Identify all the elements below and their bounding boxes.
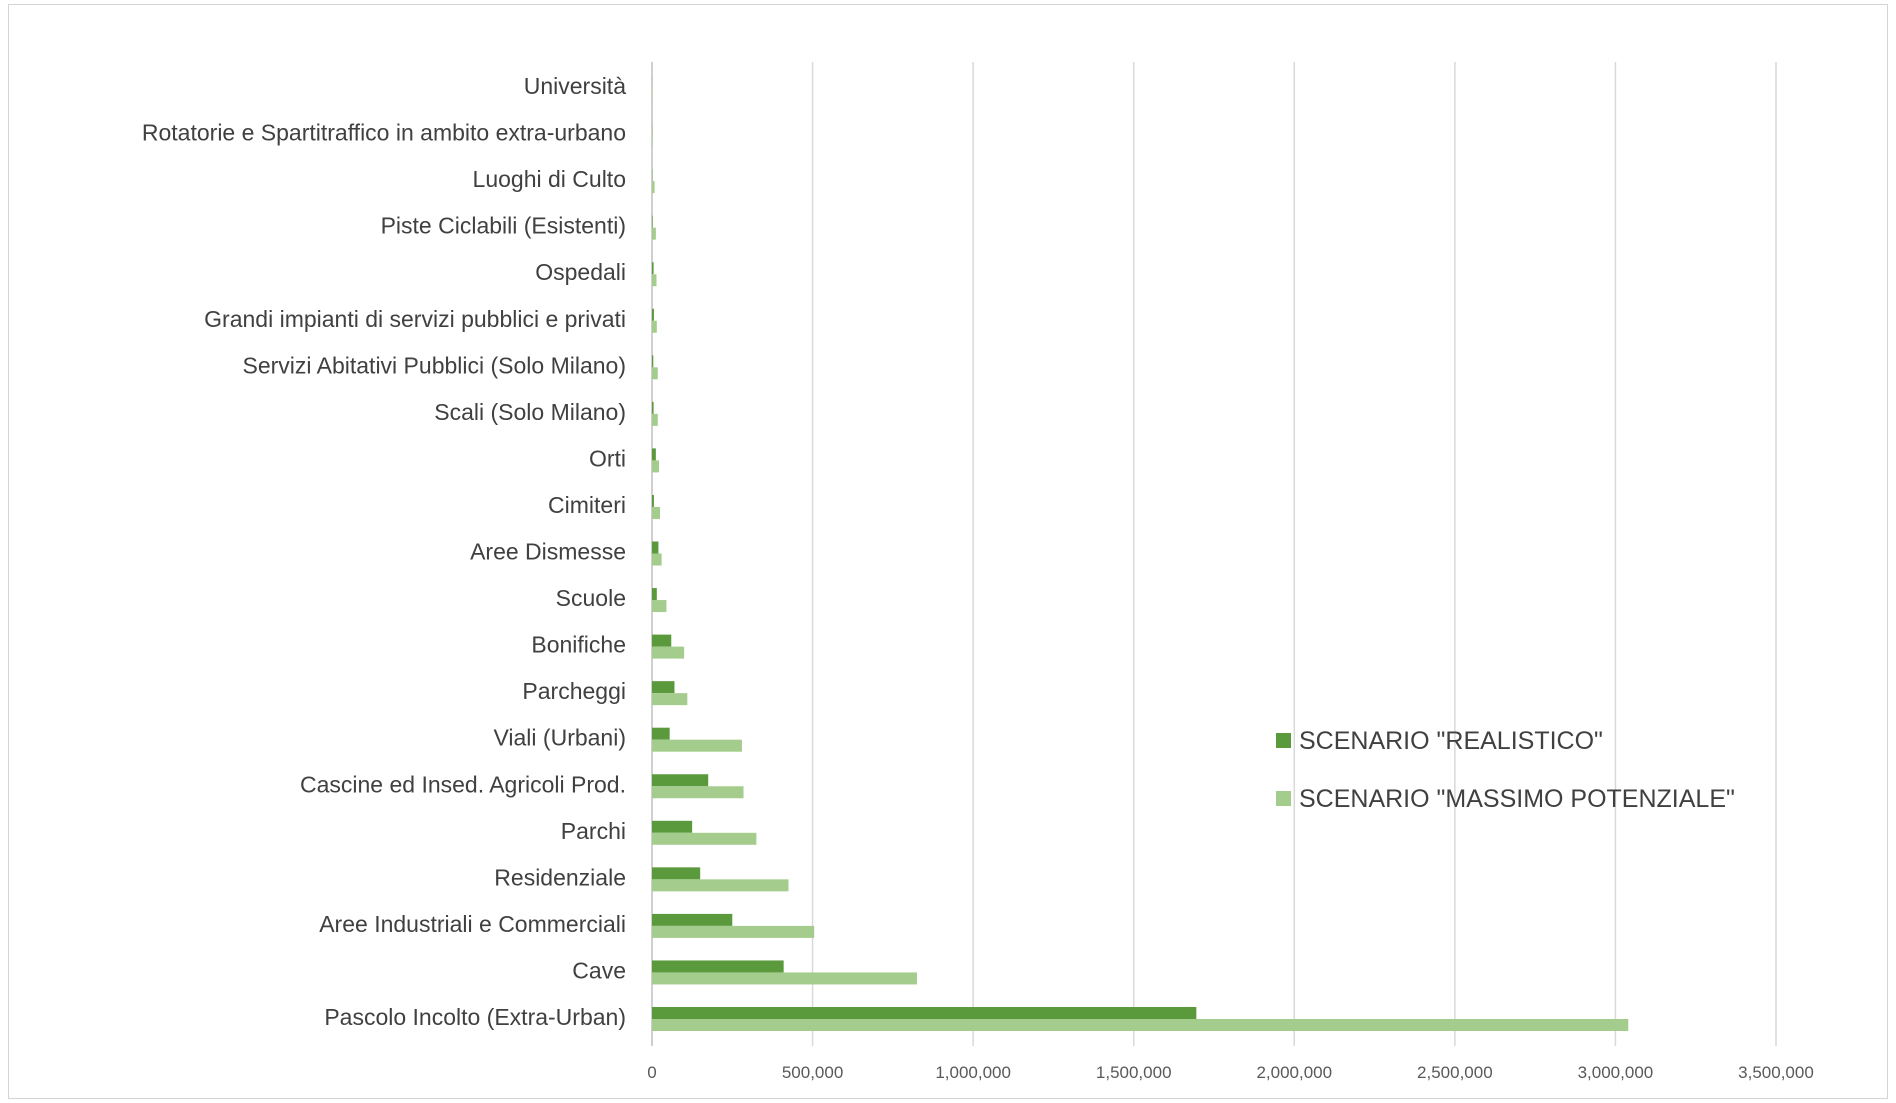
legend-label: SCENARIO "REALISTICO" <box>1299 727 1603 755</box>
bar-realistico <box>652 820 693 833</box>
category-label: Viali (Urbani) <box>493 725 626 751</box>
bar-massimo-potenziale <box>652 320 657 333</box>
legend-swatch <box>1276 791 1291 806</box>
bar-massimo-potenziale <box>652 972 917 985</box>
bar-realistico <box>652 448 656 461</box>
bar-massimo-potenziale <box>652 925 815 938</box>
legend-label: SCENARIO "MASSIMO POTENZIALE" <box>1299 785 1735 813</box>
category-label: Parchi <box>561 818 626 844</box>
bar-massimo-potenziale <box>652 367 658 380</box>
bar-massimo-potenziale <box>652 739 742 752</box>
bar-realistico <box>652 867 701 880</box>
bar-realistico <box>652 541 659 554</box>
x-tick-label: 2,500,000 <box>1417 1063 1493 1082</box>
bar-realistico <box>652 774 709 787</box>
x-tick-label: 3,000,000 <box>1578 1063 1654 1082</box>
bar-realistico <box>652 308 654 321</box>
bar-massimo-potenziale <box>652 181 655 194</box>
chart-frame <box>8 4 1888 1099</box>
x-tick-label: 3,500,000 <box>1738 1063 1814 1082</box>
category-label: Cascine ed Insed. Agricoli Prod. <box>300 771 626 797</box>
bar-massimo-potenziale <box>652 600 667 613</box>
category-label: Cave <box>572 957 626 983</box>
bar-massimo-potenziale <box>652 832 757 845</box>
bar-realistico <box>652 634 672 647</box>
bars <box>652 76 1629 1031</box>
bar-realistico <box>652 355 654 368</box>
category-label: Aree Industriali e Commerciali <box>319 911 626 937</box>
category-label: Servizi Abitativi Pubblici (Solo Milano) <box>243 352 627 378</box>
bar-realistico <box>652 681 675 694</box>
bar-massimo-potenziale <box>652 786 744 799</box>
category-label: Residenziale <box>494 864 626 890</box>
category-label: Bonifiche <box>531 632 626 658</box>
x-tick-label: 2,000,000 <box>1256 1063 1332 1082</box>
bar-massimo-potenziale <box>652 1019 1629 1031</box>
bar-massimo-potenziale <box>652 134 653 147</box>
bar-realistico <box>652 401 654 414</box>
gridlines <box>651 62 1777 1046</box>
category-label: Aree Dismesse <box>470 539 626 565</box>
category-label: Scuole <box>556 585 626 611</box>
bar-massimo-potenziale <box>652 460 660 473</box>
category-label: Piste Ciclabili (Esistenti) <box>381 213 626 239</box>
x-tick-labels: 0 500,000 1,000,000 1,500,000 2,000,000 2,500… <box>647 1063 1814 1082</box>
bar-massimo-potenziale <box>652 553 662 566</box>
category-labels: Pascolo Incolto (Extra-Urban) Cave Aree In… <box>142 73 626 1030</box>
bar-realistico <box>652 262 654 275</box>
category-label: Luoghi di Culto <box>473 166 626 192</box>
category-label: Rotatorie e Spartitraffico in ambito ext… <box>142 120 626 146</box>
bar-realistico <box>652 913 733 926</box>
category-label: Scali (Solo Milano) <box>434 399 626 425</box>
bar-realistico <box>652 215 653 228</box>
bar-massimo-potenziale <box>652 227 656 240</box>
bar-realistico <box>652 960 784 973</box>
x-tick-label: 1,000,000 <box>935 1063 1011 1082</box>
bar-massimo-potenziale <box>652 506 661 519</box>
legend-swatch <box>1276 733 1291 748</box>
bar-massimo-potenziale <box>652 646 685 659</box>
bar-realistico <box>652 494 654 507</box>
legend: SCENARIO "REALISTICO" SCENARIO "MASSIMO P… <box>1276 727 1735 813</box>
bar-massimo-potenziale <box>652 274 657 287</box>
category-label: Orti <box>589 445 626 471</box>
category-label: Grandi impianti di servizi pubblici e pr… <box>204 306 626 332</box>
x-tick-label: 0 <box>647 1063 656 1082</box>
category-label: Ospedali <box>535 259 626 285</box>
bar-realistico <box>652 727 670 740</box>
category-label: Università <box>524 73 626 99</box>
bar-realistico <box>652 1007 1197 1019</box>
bar-realistico <box>652 588 657 601</box>
x-tick-label: 1,500,000 <box>1096 1063 1172 1082</box>
bar-massimo-potenziale <box>652 693 688 706</box>
x-tick-label: 500,000 <box>782 1063 843 1082</box>
bar-massimo-potenziale <box>652 879 789 892</box>
category-label: Pascolo Incolto (Extra-Urban) <box>324 1004 626 1030</box>
category-label: Parcheggi <box>522 678 626 704</box>
bar-massimo-potenziale <box>652 413 658 426</box>
category-label: Cimiteri <box>548 492 626 518</box>
